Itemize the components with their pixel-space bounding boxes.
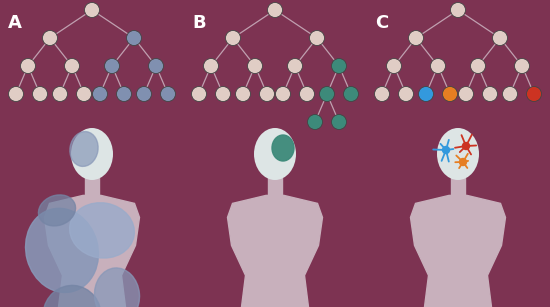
Circle shape — [492, 30, 508, 45]
Circle shape — [482, 87, 498, 102]
Circle shape — [526, 87, 542, 102]
Circle shape — [450, 2, 465, 17]
Circle shape — [32, 87, 47, 102]
Circle shape — [64, 59, 80, 73]
Circle shape — [235, 87, 250, 102]
Circle shape — [307, 115, 322, 130]
Polygon shape — [45, 195, 140, 307]
Circle shape — [387, 59, 402, 73]
Circle shape — [117, 87, 131, 102]
Circle shape — [310, 30, 324, 45]
Circle shape — [276, 87, 290, 102]
Circle shape — [52, 87, 68, 102]
Circle shape — [459, 158, 466, 165]
Circle shape — [267, 2, 283, 17]
Circle shape — [85, 2, 100, 17]
Text: B: B — [192, 14, 206, 32]
Circle shape — [92, 87, 107, 102]
Circle shape — [514, 59, 530, 73]
Polygon shape — [410, 195, 505, 307]
Polygon shape — [451, 177, 465, 195]
Circle shape — [503, 87, 518, 102]
Ellipse shape — [95, 268, 140, 307]
Circle shape — [300, 87, 315, 102]
Polygon shape — [268, 177, 282, 195]
Text: A: A — [8, 14, 22, 32]
Polygon shape — [85, 177, 99, 195]
Ellipse shape — [437, 128, 479, 180]
Circle shape — [161, 87, 175, 102]
Circle shape — [431, 59, 446, 73]
Ellipse shape — [71, 128, 113, 180]
Circle shape — [443, 87, 458, 102]
Circle shape — [136, 87, 151, 102]
Circle shape — [226, 30, 240, 45]
Ellipse shape — [70, 132, 98, 166]
Circle shape — [260, 87, 274, 102]
Circle shape — [148, 59, 163, 73]
Circle shape — [419, 87, 433, 102]
Circle shape — [216, 87, 230, 102]
Circle shape — [332, 115, 346, 130]
Circle shape — [344, 87, 359, 102]
Circle shape — [20, 59, 36, 73]
Circle shape — [204, 59, 218, 73]
Circle shape — [320, 87, 334, 102]
Circle shape — [463, 142, 470, 150]
Circle shape — [126, 30, 141, 45]
Ellipse shape — [272, 135, 294, 161]
Circle shape — [8, 87, 24, 102]
Text: C: C — [375, 14, 388, 32]
Ellipse shape — [25, 208, 98, 293]
Circle shape — [104, 59, 119, 73]
Ellipse shape — [39, 195, 75, 226]
Ellipse shape — [254, 128, 296, 180]
Circle shape — [288, 59, 303, 73]
Polygon shape — [228, 195, 322, 307]
Circle shape — [248, 59, 262, 73]
Circle shape — [42, 30, 58, 45]
Circle shape — [409, 30, 424, 45]
Circle shape — [76, 87, 91, 102]
Circle shape — [191, 87, 206, 102]
Circle shape — [470, 59, 486, 73]
Circle shape — [399, 87, 414, 102]
Circle shape — [375, 87, 389, 102]
Circle shape — [459, 87, 474, 102]
Circle shape — [443, 146, 449, 154]
Circle shape — [332, 59, 346, 73]
Ellipse shape — [70, 203, 134, 258]
Ellipse shape — [43, 286, 101, 307]
